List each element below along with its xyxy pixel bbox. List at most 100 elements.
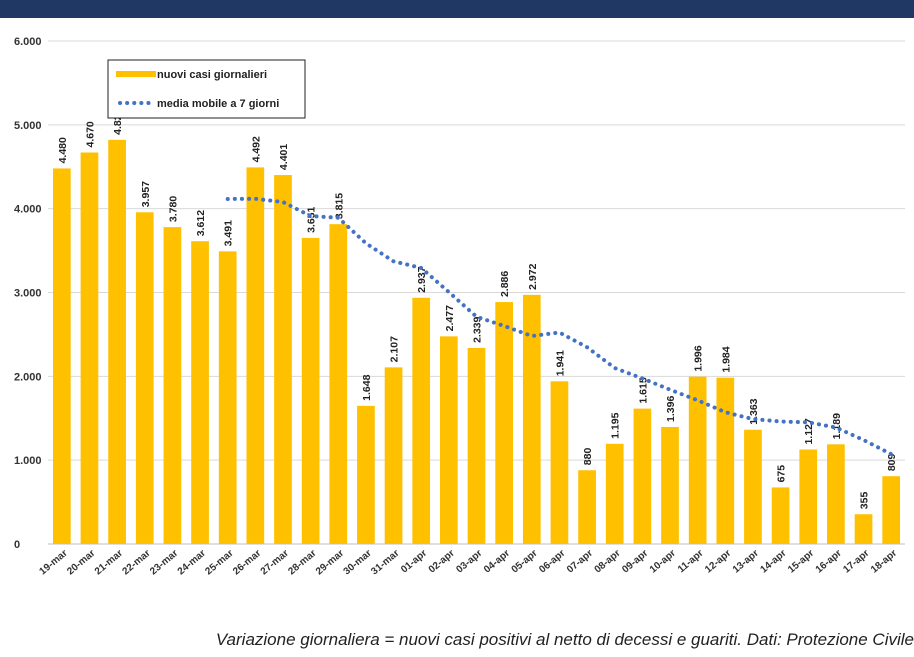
- x-tick-label: 21-mar: [93, 548, 125, 578]
- x-tick-label: 28-mar: [286, 548, 318, 578]
- value-label: 2.937: [416, 266, 428, 292]
- bar: [882, 476, 901, 544]
- bar: [495, 302, 513, 544]
- value-label: 2.339: [472, 316, 484, 342]
- x-tick-label: 22-mar: [120, 548, 152, 578]
- value-label: 4.670: [84, 121, 96, 147]
- bar: [633, 408, 652, 544]
- bar: [605, 443, 624, 544]
- x-tick-label: 01-apr: [399, 548, 429, 576]
- value-label: 1.195: [610, 412, 622, 438]
- x-tick-label: 10-apr: [648, 548, 678, 576]
- y-tick-label: 6.000: [14, 36, 42, 48]
- x-tick-label: 09-apr: [620, 548, 650, 576]
- x-tick-label: 24-mar: [176, 548, 208, 578]
- x-tick-label: 03-apr: [454, 548, 484, 576]
- x-tick-label: 16-apr: [814, 548, 844, 576]
- y-tick-label: 1.000: [14, 455, 42, 467]
- legend-swatch: [116, 71, 156, 77]
- bar: [246, 167, 265, 545]
- bar: [329, 224, 348, 544]
- bar: [274, 175, 292, 544]
- bar: [771, 487, 790, 544]
- value-label: 675: [776, 465, 788, 483]
- bar: [688, 376, 707, 544]
- chart: 0 1.000 2.000 3.000 4.000 5.000 6.000 19-mar20-…: [0, 0, 914, 578]
- value-label: 880: [582, 448, 594, 466]
- y-tick-label: 4.000: [14, 204, 42, 216]
- value-label: 3.957: [140, 181, 152, 207]
- bar: [827, 444, 845, 544]
- value-label: 1.996: [693, 345, 705, 371]
- x-tick-label: 25-mar: [203, 548, 235, 578]
- bar: [412, 297, 431, 544]
- x-tick-label: 23-mar: [148, 548, 180, 578]
- bar: [301, 237, 320, 544]
- bar: [522, 294, 541, 544]
- bar: [716, 377, 735, 544]
- bar: [467, 347, 486, 544]
- bar: [440, 336, 458, 544]
- x-tick-label: 14-apr: [758, 548, 788, 576]
- x-tick-label: 02-apr: [427, 548, 457, 576]
- header-bar: [0, 0, 914, 18]
- value-label: 3.612: [195, 210, 207, 236]
- y-tick-label: 0: [14, 539, 20, 551]
- value-label: 2.972: [527, 263, 539, 289]
- x-tick-label: 29-mar: [314, 548, 346, 578]
- bar: [799, 449, 818, 544]
- x-tick-label: 18-apr: [869, 548, 899, 576]
- value-label: 1.189: [831, 413, 843, 439]
- value-label: 1.396: [665, 396, 677, 422]
- value-label: 4.492: [250, 136, 262, 162]
- bar: [357, 405, 375, 544]
- value-label: 1.648: [361, 374, 373, 400]
- bar: [744, 429, 762, 544]
- moving-average-line: [225, 196, 894, 457]
- x-tick-label: 17-apr: [841, 548, 871, 576]
- x-tick-label: 11-apr: [676, 548, 706, 575]
- bar: [578, 470, 596, 544]
- bar: [80, 152, 99, 544]
- x-tick-label: 06-apr: [537, 548, 567, 576]
- legend: nuovi casi giornalieri media mobile a 7 g…: [107, 59, 306, 119]
- x-tick-label: 20-mar: [65, 548, 97, 578]
- x-tick-label: 12-apr: [703, 548, 733, 576]
- x-tick-label: 05-apr: [510, 548, 540, 576]
- x-tick-label: 07-apr: [565, 548, 595, 576]
- x-tick-label: 26-mar: [231, 548, 263, 578]
- x-tick-label: 15-apr: [786, 548, 816, 576]
- value-label: 809: [886, 453, 898, 471]
- value-label: 2.886: [499, 271, 511, 297]
- value-label: 4.480: [57, 137, 69, 163]
- value-label: 1.363: [748, 398, 760, 424]
- value-label: 3.491: [223, 220, 235, 246]
- value-label: 4.401: [278, 144, 290, 170]
- value-label: 355: [859, 492, 871, 510]
- bar: [108, 139, 126, 545]
- x-tick-label: 31-mar: [369, 548, 401, 578]
- caption: Variazione giornaliera = nuovi casi posi…: [215, 630, 914, 649]
- value-label: 2.477: [444, 305, 456, 331]
- value-label: 1.984: [720, 346, 732, 372]
- bar: [163, 227, 182, 545]
- bar: [52, 168, 71, 544]
- bar: [550, 381, 569, 544]
- value-label: 2.107: [389, 336, 401, 362]
- x-tick-label: 27-mar: [259, 548, 291, 578]
- y-tick-label: 2.000: [14, 371, 42, 383]
- legend-label: media mobile a 7 giorni: [157, 98, 279, 110]
- bar: [218, 251, 237, 544]
- y-tick-label: 5.000: [14, 120, 42, 132]
- value-label: 3.780: [167, 196, 179, 222]
- bar: [661, 426, 679, 544]
- value-label: 3.651: [306, 206, 318, 232]
- x-tick-label: 30-mar: [342, 548, 374, 578]
- value-label: 1.941: [554, 350, 566, 376]
- x-tick-label: 13-apr: [731, 548, 761, 576]
- bar: [384, 367, 403, 544]
- bar: [191, 241, 209, 544]
- bar: [854, 514, 873, 544]
- bar: [135, 212, 154, 545]
